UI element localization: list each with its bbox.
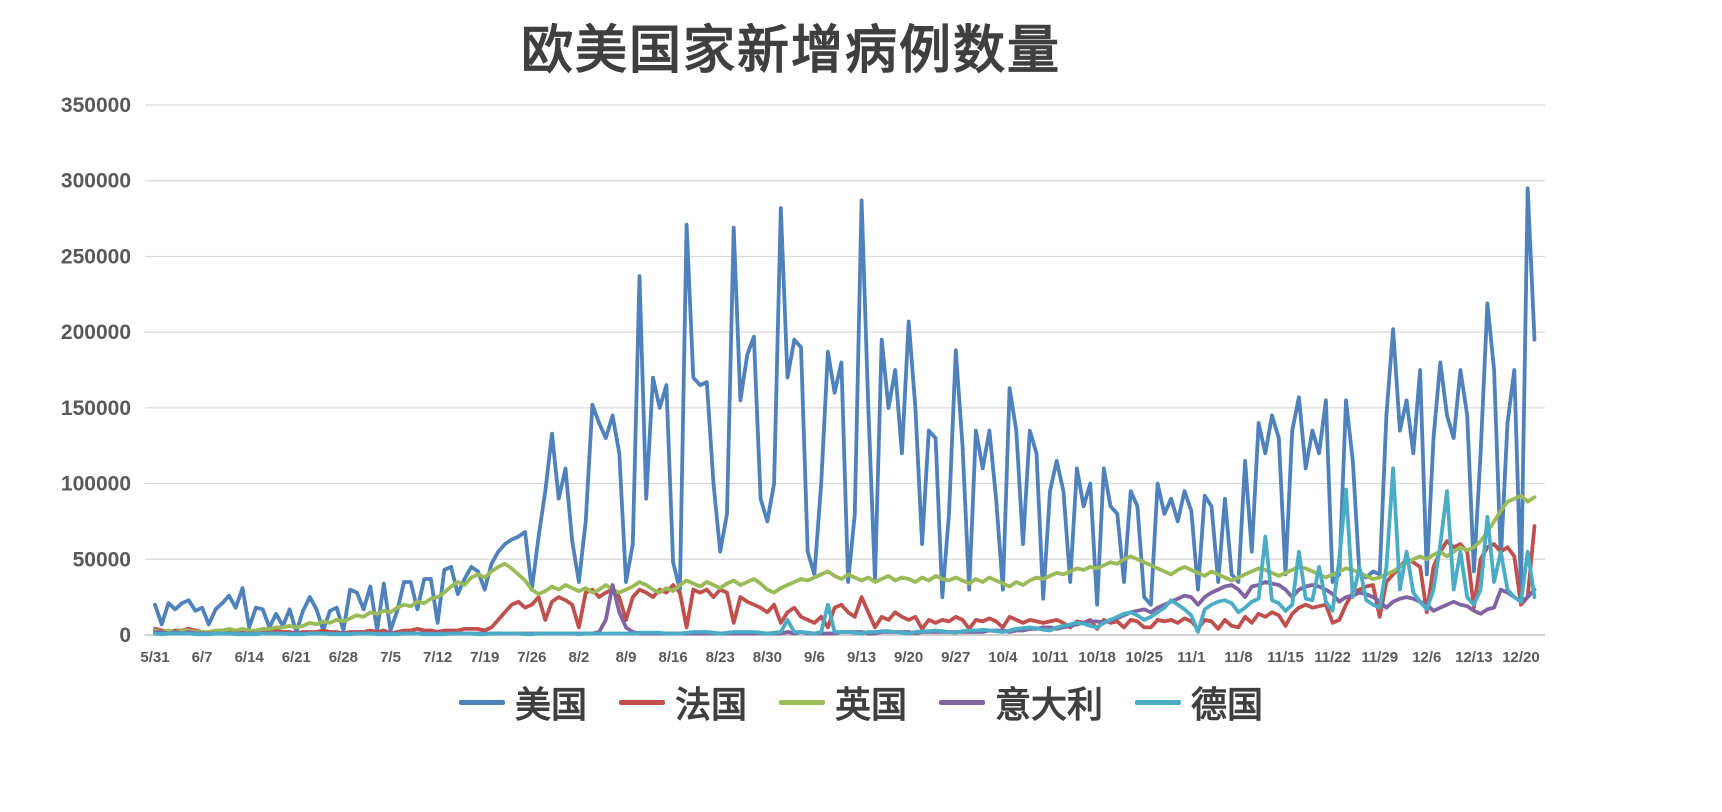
chart-title: 欧美国家新增病例数量: [520, 22, 1061, 80]
x-axis-tick-label: 6/14: [235, 649, 265, 666]
legend-item-uk: 英国: [778, 676, 907, 728]
x-axis-tick-label: 11/22: [1314, 649, 1351, 666]
y-axis-tick-label: 250000: [61, 245, 131, 268]
x-axis-tick-label: 9/20: [894, 649, 923, 666]
legend-label-germany: 德国: [1191, 684, 1264, 725]
legend-swatch-uk: [778, 699, 825, 705]
x-axis-tick-label: 12/20: [1502, 649, 1540, 666]
x-axis-tick-label: 9/13: [847, 649, 876, 666]
x-axis-tick-label: 7/19: [470, 649, 499, 666]
legend-label-uk: 英国: [834, 684, 907, 725]
legend-swatch-germany: [1135, 699, 1182, 705]
x-axis-tick-label: 9/6: [804, 649, 825, 666]
x-axis-tick-label: 8/30: [753, 649, 782, 666]
legend-item-germany: 德国: [1135, 676, 1263, 728]
y-axis-tick-label: 0: [119, 624, 131, 647]
x-axis-tick-label: 12/13: [1455, 649, 1493, 666]
x-axis-tick-label: 8/23: [706, 649, 735, 666]
y-axis-tick-label: 300000: [61, 170, 131, 193]
x-axis-tick-label: 11/1: [1177, 649, 1205, 666]
x-axis-tick-label: 11/8: [1224, 649, 1252, 666]
x-axis-tick-label: 7/5: [380, 649, 401, 666]
x-axis-tick-label: 11/29: [1361, 649, 1398, 666]
x-axis-tick-label: 10/11: [1032, 649, 1069, 666]
x-axis-tick-label: 6/21: [282, 649, 311, 666]
x-axis-tick-label: 8/16: [659, 649, 688, 666]
x-axis-tick-label: 5/31: [140, 649, 169, 666]
legend-item-usa: 美国: [458, 676, 587, 728]
series-line-usa: [153, 186, 1537, 634]
x-axis-tick-label: 10/18: [1078, 649, 1116, 666]
series-line-uk: [153, 493, 1537, 634]
y-axis-tick-label: 200000: [61, 321, 131, 344]
legend-item-italy: 意大利: [939, 676, 1103, 728]
legend-label-usa: 美国: [514, 684, 587, 725]
legend-label-france: 法国: [674, 684, 747, 725]
x-axis-tick-label: 8/9: [616, 649, 637, 666]
x-axis-tick-label: 9/27: [941, 649, 970, 666]
y-axis-tick-label: 350000: [61, 94, 131, 117]
legend: 美国 法国 英国 意大利 德国: [0, 676, 1722, 728]
legend-swatch-italy: [939, 699, 985, 705]
y-axis-tick-label: 100000: [61, 473, 131, 496]
series-line-germany: [153, 466, 1537, 637]
x-axis-tick-label: 10/4: [988, 649, 1018, 666]
x-axis-tick-label: 6/28: [329, 649, 358, 666]
x-axis-tick-label: 11/15: [1267, 649, 1304, 666]
x-axis-tick-label: 7/12: [423, 649, 452, 666]
x-axis-tick-label: 10/25: [1125, 649, 1163, 666]
legend-swatch-usa: [458, 699, 505, 705]
x-axis-tick-label: 7/26: [517, 649, 546, 666]
legend-item-france: 法国: [618, 676, 747, 728]
x-axis-tick-label: 6/7: [192, 649, 213, 666]
x-axis-tick-label: 8/2: [569, 649, 590, 666]
legend-label-italy: 意大利: [995, 684, 1104, 725]
series-line-france: [153, 524, 1537, 636]
legend-swatch-france: [618, 699, 665, 705]
y-axis-tick-label: 50000: [73, 548, 131, 571]
y-axis-tick-label: 150000: [61, 397, 131, 420]
x-axis-tick-label: 12/6: [1412, 649, 1441, 666]
